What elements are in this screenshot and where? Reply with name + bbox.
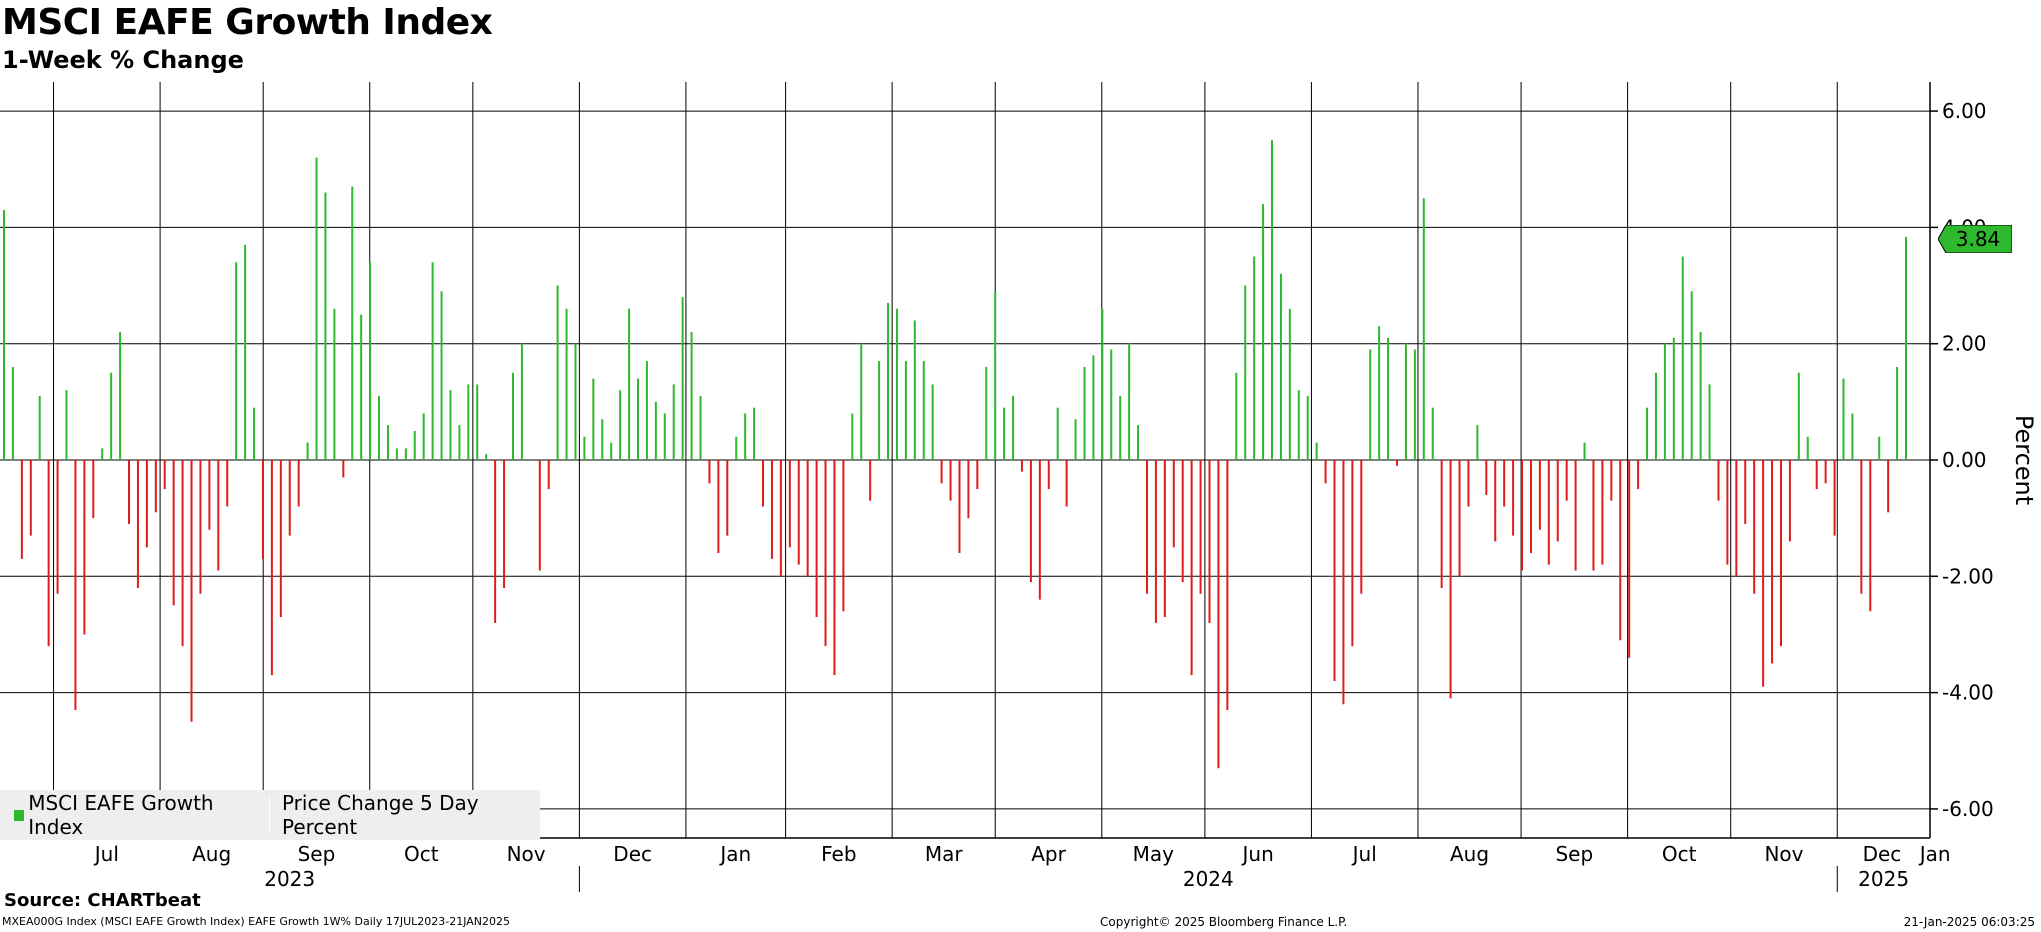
axis-layer: 6.004.002.000.00-2.00-4.00-6.00PercentJu… bbox=[0, 82, 2038, 892]
x-tick-label: Mar bbox=[925, 842, 964, 866]
footer-security-info: MXEA000G Index (MSCI EAFE Growth Index) … bbox=[2, 915, 511, 928]
year-label: 2023 bbox=[264, 867, 315, 891]
x-tick-label: Aug bbox=[192, 842, 231, 866]
x-tick-label: Jan bbox=[718, 842, 751, 866]
legend-swatch bbox=[14, 809, 25, 821]
y-tick-label: 2.00 bbox=[1942, 332, 1987, 356]
legend-separator bbox=[269, 796, 270, 834]
x-tick-label: May bbox=[1133, 842, 1175, 866]
chart-subtitle: 1-Week % Change bbox=[2, 46, 244, 74]
x-tick-label: Nov bbox=[1764, 842, 1803, 866]
x-tick-label: Jul bbox=[93, 842, 119, 866]
x-tick-label: Jun bbox=[1241, 842, 1274, 866]
y-tick-label: -4.00 bbox=[1942, 681, 1994, 705]
last-value-tag-shape bbox=[1938, 225, 2012, 253]
year-label: 2025 bbox=[1858, 867, 1909, 891]
year-label: 2024 bbox=[1183, 867, 1234, 891]
chart-title: MSCI EAFE Growth Index bbox=[2, 2, 493, 43]
y-axis-title: Percent bbox=[2010, 415, 2038, 505]
x-tick-label: Sep bbox=[298, 842, 336, 866]
last-value-tag: 3.84 bbox=[1938, 225, 2012, 253]
x-tick-label: Dec bbox=[613, 842, 652, 866]
x-tick-label: Jan bbox=[1918, 842, 1951, 866]
x-tick-label: Nov bbox=[507, 842, 546, 866]
y-tick-label: 6.00 bbox=[1942, 99, 1987, 123]
x-tick-label: Dec bbox=[1863, 842, 1902, 866]
chart-legend: MSCI EAFE Growth Index Price Change 5 Da… bbox=[0, 790, 540, 840]
bars-layer bbox=[3, 140, 1907, 769]
legend-series-desc: Price Change 5 Day Percent bbox=[281, 791, 479, 839]
legend-series-name: MSCI EAFE Growth Index bbox=[28, 791, 214, 839]
y-tick-label: 0.00 bbox=[1942, 448, 1987, 472]
x-tick-label: Jul bbox=[1351, 842, 1377, 866]
x-tick-label: Sep bbox=[1555, 842, 1593, 866]
y-tick-label: -6.00 bbox=[1942, 797, 1994, 821]
x-tick-label: Apr bbox=[1031, 842, 1066, 866]
x-tick-label: Oct bbox=[1662, 842, 1697, 866]
source-note: Source: CHARTbeat bbox=[4, 890, 201, 911]
footer-copyright: Copyright© 2025 Bloomberg Finance L.P. bbox=[1100, 915, 1348, 929]
last-value-label: 3.84 bbox=[1955, 227, 2001, 251]
footer-timestamp: 21-Jan-2025 06:03:25 bbox=[1903, 915, 2035, 929]
x-tick-label: Oct bbox=[404, 842, 439, 866]
x-tick-label: Feb bbox=[821, 842, 856, 866]
x-tick-label: Aug bbox=[1450, 842, 1489, 866]
y-tick-label: -2.00 bbox=[1942, 564, 1994, 588]
